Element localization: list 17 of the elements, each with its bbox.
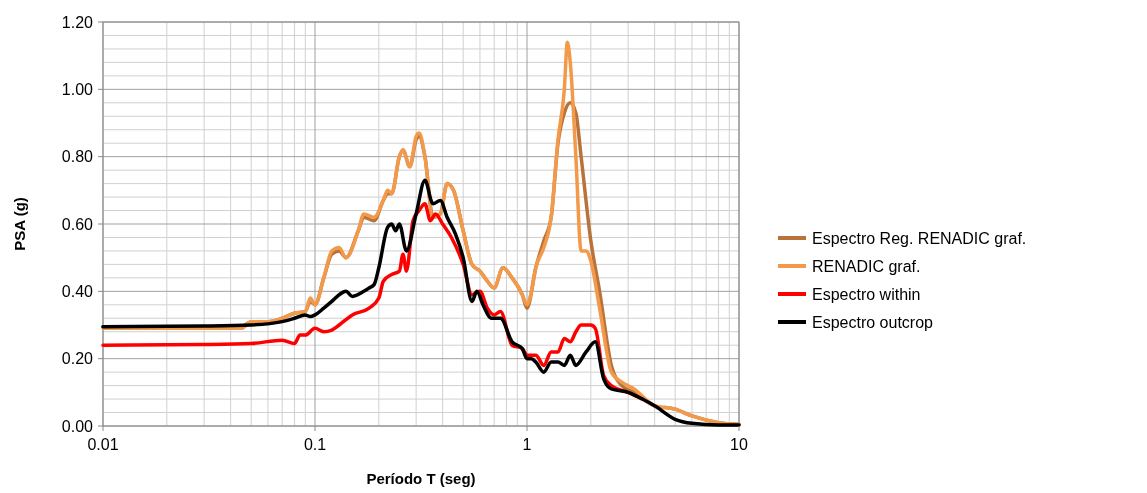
y-tick-label: 1.00 (61, 80, 94, 98)
x-tick-label: 0.1 (303, 436, 327, 453)
y-tick-label: 0.20 (61, 350, 94, 368)
legend-label: RENADIC graf. (812, 257, 921, 275)
y-tick-label: 0.80 (61, 148, 94, 166)
x-tick-label: 0.01 (87, 436, 119, 453)
y-tick-label: 0.40 (61, 282, 94, 300)
y-axis-title: PSA (g) (11, 197, 28, 251)
y-tick-label: 0.60 (61, 215, 94, 233)
x-tick-label: 10 (730, 436, 748, 453)
legend-label: Espectro Reg. RENADIC graf. (812, 229, 1027, 247)
x-axis-title: Período T (seg) (366, 470, 476, 487)
legend-label: Espectro within (812, 285, 921, 303)
y-tick-label: 0.00 (61, 417, 94, 435)
y-tick-label: 1.20 (61, 13, 94, 31)
x-tick-label: 1 (522, 436, 532, 453)
legend-label: Espectro outcrop (812, 313, 934, 331)
